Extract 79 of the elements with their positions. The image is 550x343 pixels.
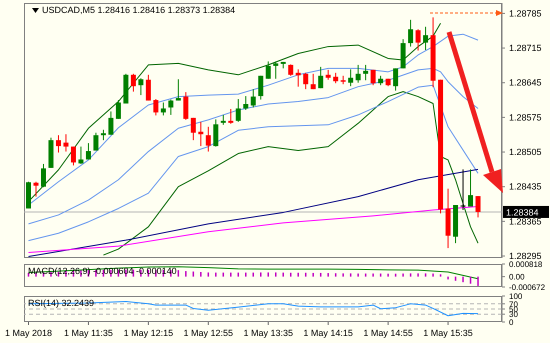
- candlestick: [363, 64, 368, 81]
- x-tick-label: 1 May 12:55: [184, 328, 234, 338]
- x-tick-label: 1 May 14:55: [363, 328, 413, 338]
- x-tick-label: 1 May 2018: [4, 328, 52, 338]
- y-tick-label: 100: [509, 292, 523, 301]
- candlestick: [258, 75, 264, 100]
- candlestick: [78, 146, 84, 164]
- candlestick: [326, 69, 331, 80]
- candlestick: [296, 68, 301, 88]
- candlestick: [168, 99, 174, 116]
- y-tick-label: 1.28295: [509, 251, 542, 262]
- candlestick: [273, 60, 278, 80]
- candlestick: [108, 110, 114, 136]
- candlestick: [408, 19, 414, 48]
- candlestick: [146, 74, 151, 102]
- x-tick-label: 1 May 12:15: [124, 328, 174, 338]
- candlestick: [288, 64, 294, 76]
- candlestick: [220, 114, 226, 126]
- candlestick: [213, 118, 218, 148]
- candlestick: [93, 132, 98, 152]
- candlestick: [243, 96, 248, 110]
- x-tick-label: 1 May 13:35: [243, 328, 294, 338]
- candlestick: [266, 60, 271, 80]
- line-series: [28, 84, 479, 242]
- candlestick: [183, 92, 188, 120]
- candlestick: [33, 181, 38, 198]
- candlestick: [116, 100, 121, 120]
- candlestick: [423, 26, 428, 51]
- y-tick-label: 1.28505: [509, 147, 542, 158]
- candlestick: [250, 88, 256, 108]
- candlestick: [393, 68, 398, 92]
- y-tick-label: 1.28785: [509, 8, 542, 18]
- candlestick: [228, 108, 234, 124]
- candlestick: [63, 134, 68, 152]
- candlestick: [310, 73, 316, 90]
- ref-line-label: 1.28384: [506, 207, 539, 218]
- candlestick: [370, 69, 376, 86]
- candlestick: [130, 73, 136, 92]
- y-tick-label: 0.00: [509, 272, 526, 282]
- line-series: [28, 168, 479, 258]
- line-series: [28, 266, 479, 280]
- line-series: [102, 91, 479, 256]
- y-tick-label: 1.28435: [509, 182, 542, 192]
- y-tick-label: 0: [509, 318, 514, 327]
- candlestick: [86, 142, 91, 160]
- candlestick: [348, 68, 354, 87]
- candlestick: [100, 129, 106, 141]
- y-tick-label: 1.28715: [509, 43, 542, 54]
- y-tick-label: 0.000818: [509, 260, 543, 269]
- x-tick-label: 1 May 15:35: [423, 328, 473, 338]
- y-tick-label: 1.28575: [509, 112, 542, 122]
- line-series: [28, 68, 479, 224]
- candlestick: [176, 78, 181, 102]
- candlestick: [378, 75, 384, 86]
- x-tick-label: 1 May 11:35: [64, 328, 113, 338]
- candlestick: [416, 28, 421, 52]
- candlestick: [153, 98, 158, 116]
- x-tick-label: 1 May 14:15: [303, 328, 353, 338]
- y-tick-label: 1.28365: [509, 216, 542, 226]
- candlestick: [138, 78, 144, 96]
- candlestick: [198, 121, 204, 147]
- candlestick: [460, 168, 466, 210]
- candlestick: [303, 72, 308, 90]
- candlestick: [318, 66, 324, 89]
- candlestick: [206, 126, 211, 152]
- y-tick-label: 1.28645: [509, 78, 542, 88]
- candlestick: [476, 196, 481, 218]
- candlestick: [236, 98, 241, 122]
- chart-title: USDCAD,M5 1.28416 1.28416 1.28373 1.28384: [42, 5, 236, 15]
- candlestick: [40, 163, 46, 188]
- candlestick: [56, 134, 61, 154]
- candlestick: [160, 102, 166, 116]
- candlestick: [333, 72, 338, 84]
- candlestick: [468, 168, 474, 208]
- line-series: [28, 300, 479, 316]
- y-tick-label: -0.000672: [509, 283, 546, 292]
- candlestick: [70, 146, 76, 166]
- candlestick: [190, 117, 196, 141]
- candlestick: [356, 64, 361, 84]
